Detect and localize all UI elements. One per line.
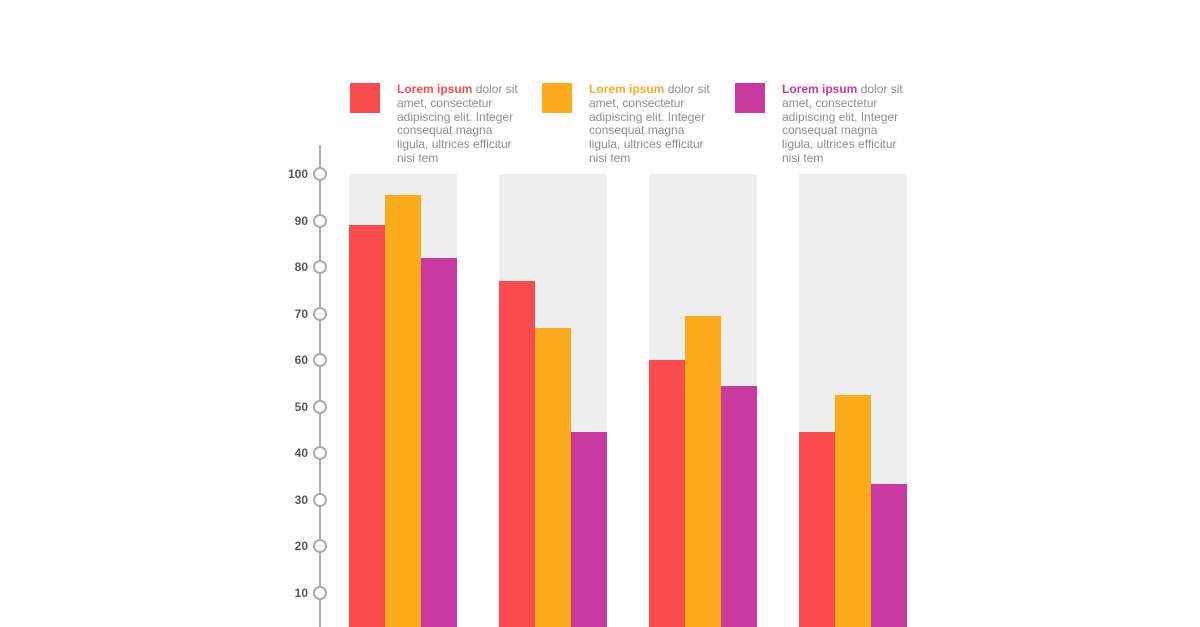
legend-highlight: Lorem ipsum [397,82,473,96]
legend-swatch [350,83,380,113]
y-tick-label: 50 [294,399,308,414]
y-tick-circle [313,492,327,507]
bar [721,385,757,627]
y-tick-circle [313,353,327,368]
legend-entry: Lorem ipsum dolor sit amet, consectetur … [350,82,523,166]
legend-description: dolor sit amet, consectetur adipiscing e… [397,82,518,165]
legend-highlight: Lorem ipsum [782,82,858,96]
y-axis-line [319,145,321,627]
legend-swatch [735,83,765,113]
legend-highlight: Lorem ipsum [589,82,665,96]
bar [421,257,457,627]
y-tick-circle [313,213,327,228]
y-tick-label: 10 [294,585,308,600]
bar [871,483,907,627]
y-tick-circle [313,585,327,600]
bar [649,360,685,627]
bar [349,225,385,627]
y-tick-label: 100 [287,167,308,181]
y-tick-label: 30 [294,492,308,507]
y-tick-circle [313,399,327,414]
y-tick-label: 70 [294,306,308,321]
legend-entry: Lorem ipsum dolor sit amet, consectetur … [735,82,908,166]
y-tick-circle [313,539,327,554]
legend-swatch [542,83,572,113]
bar [571,432,607,627]
bar [535,327,571,627]
y-tick-circle [313,446,327,461]
bar [835,395,871,627]
y-tick-label: 20 [294,539,308,554]
y-tick-label: 40 [294,446,308,461]
y-tick-circle [313,260,327,275]
legend-text: Lorem ipsum dolor sit amet, consectetur … [782,82,908,166]
legend-text: Lorem ipsum dolor sit amet, consectetur … [397,82,523,166]
y-tick-label: 60 [294,353,308,368]
legend-entry: Lorem ipsum dolor sit amet, consectetur … [542,82,715,166]
y-tick-circle [313,306,327,321]
y-tick-circle [313,167,327,181]
bar [499,281,535,627]
legend-text: Lorem ipsum dolor sit amet, consectetur … [589,82,715,166]
bar [385,194,421,627]
y-tick-label: 90 [294,213,308,228]
bar [799,432,835,627]
legend-description: dolor sit amet, consectetur adipiscing e… [782,82,903,165]
bar [685,315,721,627]
y-tick-label: 80 [294,260,308,275]
legend-description: dolor sit amet, consectetur adipiscing e… [589,82,710,165]
